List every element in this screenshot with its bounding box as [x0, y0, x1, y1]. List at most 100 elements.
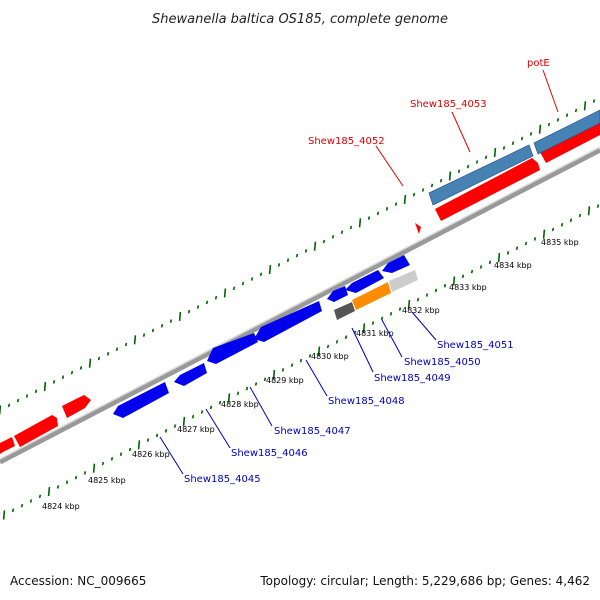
scale-tick [358, 218, 362, 228]
scale-tick [299, 358, 303, 363]
scale-tick [29, 499, 33, 503]
scale-tick [281, 368, 285, 372]
scale-tick [209, 405, 213, 410]
scale-label: 4832 kbp [402, 306, 440, 315]
scale-tick [119, 452, 123, 456]
scale-label: 4833 kbp [449, 283, 487, 292]
scale-tick [92, 463, 96, 473]
scale-tick [146, 438, 150, 442]
scale-tick [272, 370, 276, 380]
scale-label: 4831 kbp [356, 329, 394, 338]
scale-tick [88, 358, 92, 368]
reverse-cds-arrow [382, 255, 410, 273]
forward-cds-arrow [14, 415, 58, 447]
misc-feature-orange [352, 282, 391, 310]
gene-label: Shew185_4053 [410, 99, 487, 110]
scale-tick [232, 286, 236, 291]
scale-tick [38, 494, 42, 499]
scale-tick [470, 269, 474, 274]
scale-tick [304, 249, 308, 253]
scale-tick [65, 480, 69, 484]
scale-tick [223, 288, 227, 298]
scale-tick [11, 508, 15, 513]
scale-tick [565, 113, 569, 117]
gene-label: Shew185_4048 [328, 396, 405, 407]
scale-tick [502, 146, 506, 150]
scale-tick [511, 141, 515, 145]
scale-tick [101, 461, 105, 466]
scale-tick [263, 377, 267, 382]
reverse-cds-arrow [174, 363, 207, 386]
scale-tick [205, 300, 209, 305]
scale-tick [583, 101, 587, 111]
bottom-gene-labels: Shew185_4045 Shew185_4046 Shew185_4047 S… [184, 340, 514, 485]
scale-tick [560, 223, 564, 227]
scale-tick [538, 124, 542, 134]
rna-feature [428, 144, 534, 206]
scale-tick [389, 312, 393, 316]
scale-tick [371, 321, 375, 325]
scale-tick [268, 265, 272, 275]
scale-tick [547, 122, 551, 127]
scale-tick [133, 335, 137, 345]
scale-tick [461, 274, 465, 279]
scale-tick [245, 386, 249, 391]
scale-tick [488, 260, 492, 265]
scale-tick [173, 424, 177, 428]
scale-tick [551, 227, 555, 232]
scale-tick [367, 216, 371, 220]
scale-tick [416, 297, 420, 302]
scale-tick [187, 309, 191, 314]
scale-tick [241, 281, 245, 286]
misc-feature-dark [334, 302, 355, 320]
scale-tick [182, 416, 186, 426]
scale-tick [439, 178, 443, 183]
scale-tick [295, 253, 299, 258]
scale-tick [83, 471, 87, 475]
scale-tick [434, 288, 438, 293]
scale-tick [322, 239, 326, 244]
scale-tick [403, 194, 407, 204]
scale-tick [227, 393, 231, 403]
genome-backbone [0, 147, 600, 465]
scale-tick [421, 188, 425, 192]
scale-tick [16, 398, 20, 403]
rna-feature [533, 109, 600, 155]
scale-tick [385, 207, 389, 211]
genome-summary-text: Topology: circular; Length: 5,229,686 bp… [260, 574, 590, 588]
top-label-leaders [375, 69, 559, 187]
scale-tick [457, 169, 461, 174]
forward-cds-arrow [0, 437, 15, 454]
scale-tick [506, 251, 510, 255]
scale-tick [79, 366, 83, 370]
scale-label: 4830 kbp [311, 352, 349, 361]
scale-tick [484, 155, 488, 160]
scale-tick [443, 283, 447, 288]
scale-tick [178, 311, 182, 321]
outer-scale-ticks [0, 99, 596, 415]
scale-tick [254, 382, 258, 386]
scale-tick [56, 485, 60, 489]
scale-tick [308, 354, 312, 358]
scale-tick [61, 375, 65, 379]
scale-tick [200, 410, 204, 414]
scale-tick [430, 183, 434, 188]
scale-tick [412, 192, 416, 197]
scale-tick [497, 253, 501, 263]
scale-tick [151, 328, 155, 333]
scale-tick [155, 433, 159, 438]
gene-label: Shew185_4046 [231, 448, 308, 459]
scale-tick [169, 319, 173, 323]
scale-tick [142, 333, 146, 337]
scale-label: 4827 kbp [177, 425, 215, 434]
misc-feature-light [389, 270, 418, 292]
rna-features [428, 109, 600, 206]
scale-tick [376, 211, 380, 216]
scale-tick [326, 344, 330, 349]
scale-tick [448, 171, 452, 181]
scale-label: 4824 kbp [42, 502, 80, 511]
scale-tick [398, 307, 402, 311]
scale-tick [331, 235, 335, 239]
scale-tick [160, 324, 164, 328]
scale-tick [286, 258, 290, 262]
